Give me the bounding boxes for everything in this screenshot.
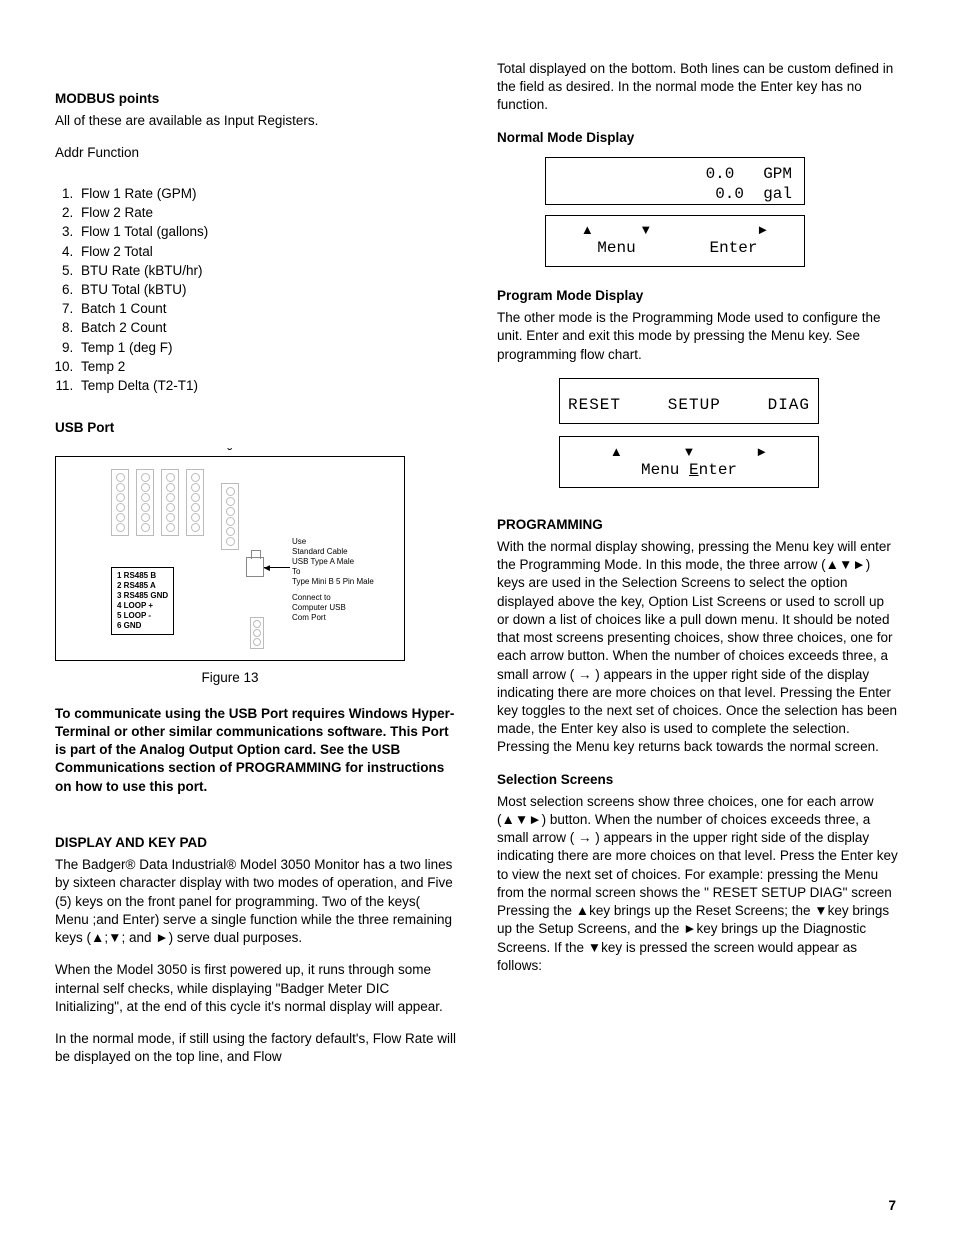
continuation-para: Total displayed on the bottom. Both line… — [497, 60, 899, 115]
list-item: Flow 2 Rate — [77, 204, 457, 222]
menu-label: Menu — [558, 238, 675, 258]
display-para-2: When the Model 3050 is first powered up,… — [55, 961, 457, 1016]
register-list: Flow 1 Rate (GPM) Flow 2 Rate Flow 1 Tot… — [77, 185, 457, 395]
usb-diagram: ˘ 1 RS485 B 2 RS485 A — [55, 456, 405, 661]
program-mode-heading: Program Mode Display — [497, 287, 899, 305]
arrow-down-icon: ▼ — [683, 443, 696, 461]
lcd-screen-top: 0.0 GPM 0.0 gal — [545, 157, 805, 205]
arrow-down-icon: ▼ — [639, 222, 652, 238]
terminal-block-small — [250, 617, 264, 649]
addr-function-label: Addr Function — [55, 144, 457, 162]
list-item: Temp 1 (deg F) — [77, 339, 457, 357]
menu-label: Menu — [641, 461, 679, 479]
normal-mode-lcd: 0.0 GPM 0.0 gal ▲ ▼ ▼ ► Menu Enter — [545, 157, 805, 267]
caret-icon: ˘ — [228, 444, 233, 463]
modbus-heading: MODBUS points — [55, 90, 457, 108]
list-item: Temp 2 — [77, 358, 457, 376]
enter-label-rest: nter — [699, 461, 737, 479]
enter-label-underlined: E — [689, 461, 699, 479]
figure-13: ˘ 1 RS485 B 2 RS485 A — [55, 456, 457, 687]
programming-para: With the normal display showing, pressin… — [497, 538, 899, 757]
arrow-left-icon: ◄ — [262, 562, 272, 576]
list-item: Temp Delta (T2-T1) — [77, 377, 457, 395]
terminal-block — [161, 469, 179, 536]
figure-caption: Figure 13 — [55, 669, 405, 687]
pin-label-box: 1 RS485 B 2 RS485 A 3 RS485 GND 4 LOOP +… — [111, 567, 174, 635]
enter-label: Enter — [675, 238, 792, 258]
programming-heading: PROGRAMMING — [497, 516, 899, 534]
program-mode-para: The other mode is the Programming Mode u… — [497, 309, 899, 364]
list-item: Flow 2 Total — [77, 243, 457, 261]
terminal-block — [221, 483, 239, 550]
page-number: 7 — [888, 1197, 896, 1215]
normal-mode-heading: Normal Mode Display — [497, 129, 899, 147]
display-para-1: The Badger® Data Industrial® Model 3050 … — [55, 856, 457, 947]
terminal-block — [136, 469, 154, 536]
arrow-up-icon: ▲ — [581, 222, 594, 238]
modbus-intro: All of these are available as Input Regi… — [55, 112, 457, 130]
list-item: Flow 1 Rate (GPM) — [77, 185, 457, 203]
list-item: Batch 2 Count — [77, 319, 457, 337]
arrow-right-icon: ► — [756, 222, 769, 238]
usb-note-text: Use Standard Cable USB Type A Male To Ty… — [292, 537, 396, 623]
lcd-prog-bottom: ▲ ▼ ► Menu Enter — [559, 436, 819, 488]
program-mode-lcd: RESET SETUP DIAG ▲ ▼ ► Menu Enter — [559, 378, 819, 488]
usb-port-heading: USB Port — [55, 419, 457, 437]
terminal-block — [111, 469, 129, 536]
display-para-3: In the normal mode, if still using the f… — [55, 1030, 457, 1066]
lcd-prog-top: RESET SETUP DIAG — [559, 378, 819, 424]
list-item: Batch 1 Count — [77, 300, 457, 318]
list-item: Flow 1 Total (gallons) — [77, 223, 457, 241]
terminal-block — [186, 469, 204, 536]
display-keypad-heading: DISPLAY AND KEY PAD — [55, 834, 457, 852]
list-item: BTU Rate (kBTU/hr) — [77, 262, 457, 280]
selection-screens-para: Most selection screens show three choice… — [497, 793, 899, 975]
lcd-screen-bottom: ▲ ▼ ▼ ► Menu Enter — [545, 215, 805, 267]
arrow-right-icon: ► — [755, 443, 768, 461]
usb-requirements-para: To communicate using the USB Port requir… — [55, 705, 457, 796]
arrow-up-icon: ▲ — [610, 443, 623, 461]
list-item: BTU Total (kBTU) — [77, 281, 457, 299]
selection-screens-heading: Selection Screens — [497, 771, 899, 789]
